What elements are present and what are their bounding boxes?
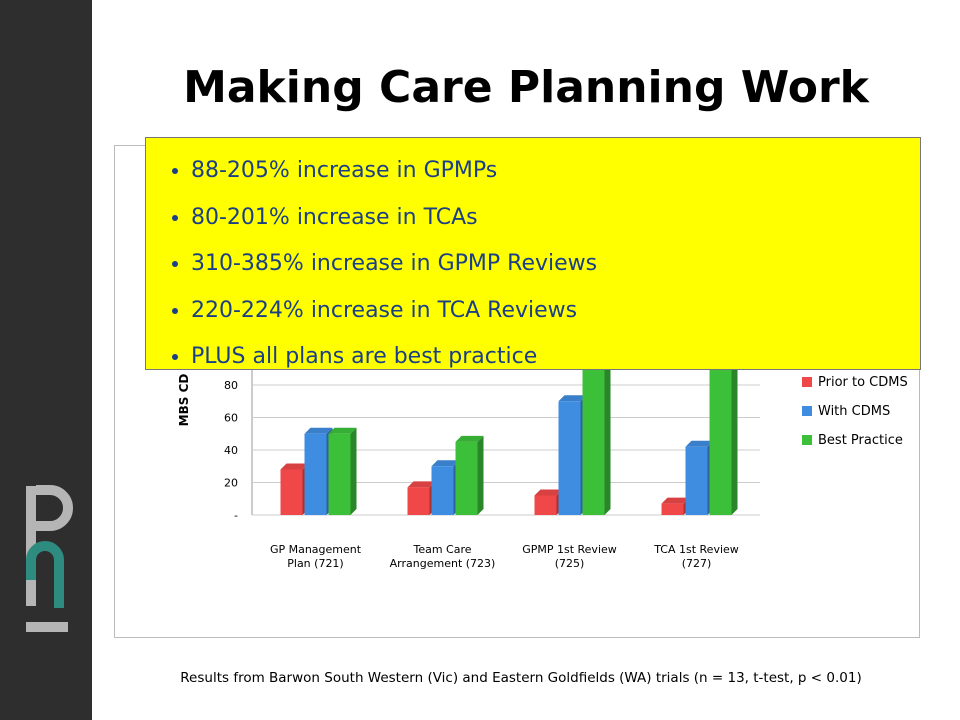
footnote: Results from Barwon South Western (Vic) … — [180, 670, 862, 686]
x-tick-label: GPMP 1st Review (725) — [522, 543, 617, 570]
logo — [26, 485, 73, 632]
bar-top — [661, 497, 690, 504]
bar — [304, 433, 327, 515]
bar — [685, 446, 708, 515]
legend-swatch — [802, 377, 812, 387]
bar — [328, 433, 351, 515]
bar-top — [534, 489, 563, 496]
bar — [558, 401, 581, 515]
bar-side — [477, 435, 484, 515]
y-axis-label: MBS CD — [177, 374, 191, 427]
y-tick-label: 40 — [224, 444, 238, 457]
bar — [431, 466, 454, 515]
callout-item: 88-205% increase in GPMPs — [191, 148, 920, 195]
bar-top — [685, 440, 714, 447]
bar-top — [558, 395, 587, 402]
bar — [280, 469, 303, 515]
legend-label: With CDMS — [818, 404, 890, 419]
legend-swatch — [802, 406, 812, 416]
x-tick-label: Team Care Arrangement (723) — [389, 543, 496, 570]
bar-top — [455, 435, 484, 442]
bar-top — [431, 460, 460, 467]
slide-title: Making Care Planning Work — [183, 62, 869, 113]
legend-label: Prior to CDMS — [818, 375, 908, 390]
bar-top — [280, 463, 309, 470]
sidebar — [0, 0, 92, 720]
y-tick-label: 60 — [224, 412, 238, 425]
y-tick-label: - — [234, 509, 238, 522]
bar-top — [304, 427, 333, 434]
legend-label: Best Practice — [818, 433, 903, 448]
y-tick-label: 20 — [224, 477, 238, 490]
bar — [661, 503, 684, 515]
bar-top — [328, 427, 357, 434]
bar-side — [350, 427, 357, 515]
callout-item: PLUS all plans are best practice — [191, 334, 920, 381]
bar — [407, 487, 430, 515]
callout-item: 220-224% increase in TCA Reviews — [191, 288, 920, 335]
callout-item: 80-201% increase in TCAs — [191, 195, 920, 242]
bar — [455, 441, 478, 515]
callout-item: 310-385% increase in GPMP Reviews — [191, 241, 920, 288]
x-tick-label: TCA 1st Review (727) — [654, 543, 739, 570]
y-tick-label: 80 — [224, 379, 238, 392]
bar — [534, 495, 557, 515]
x-tick-label: GP Management Plan (721) — [269, 543, 362, 570]
legend-swatch — [802, 435, 812, 445]
bar-top — [407, 481, 436, 488]
callout-box: 88-205% increase in GPMPs80-201% increas… — [145, 137, 921, 370]
